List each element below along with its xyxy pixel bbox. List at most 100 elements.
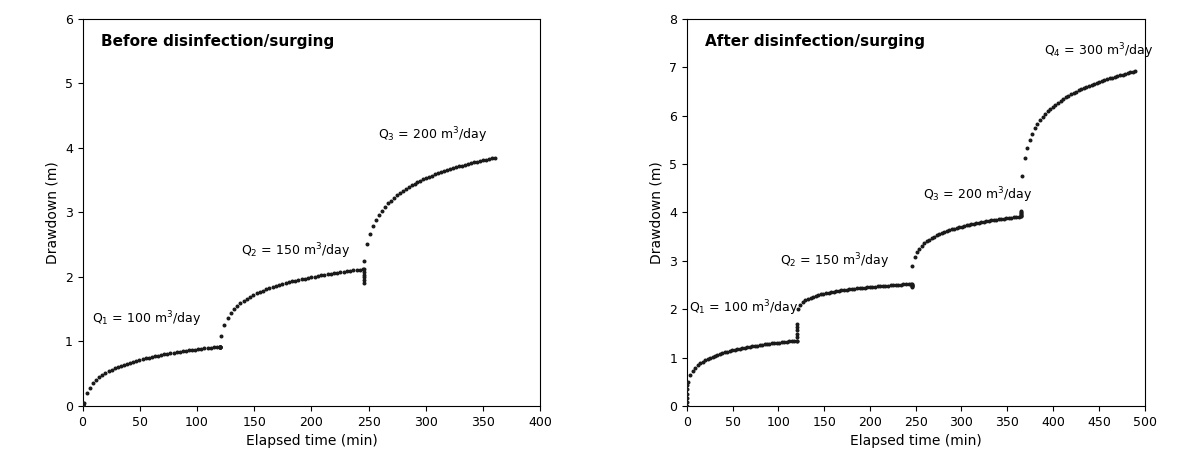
Point — [477, 156, 496, 163]
Point — [241, 293, 260, 300]
Point — [955, 222, 974, 230]
Point — [195, 345, 214, 352]
Point — [945, 225, 964, 233]
Point — [452, 162, 471, 169]
Point — [753, 341, 772, 349]
Point — [1093, 77, 1112, 84]
Point — [925, 233, 944, 240]
Point — [96, 369, 114, 377]
Point — [434, 168, 453, 175]
Point — [1113, 71, 1132, 78]
Point — [1012, 211, 1031, 219]
Text: Q$_3$ = 200 m$^3$/day: Q$_3$ = 200 m$^3$/day — [923, 185, 1032, 205]
Point — [396, 185, 415, 193]
Point — [164, 349, 183, 357]
Point — [446, 164, 465, 171]
Point — [103, 366, 122, 373]
Point — [347, 266, 366, 274]
Point — [312, 272, 330, 279]
Point — [769, 339, 788, 346]
Point — [1021, 136, 1040, 143]
Point — [943, 226, 962, 233]
Point — [995, 215, 1014, 222]
Point — [254, 287, 273, 294]
Point — [387, 192, 406, 199]
Point — [405, 180, 424, 188]
Point — [183, 346, 202, 354]
Point — [177, 347, 196, 354]
Point — [723, 346, 742, 354]
Point — [420, 173, 439, 181]
Point — [155, 351, 173, 358]
Text: Q$_1$ = 100 m$^3$/day: Q$_1$ = 100 m$^3$/day — [92, 309, 201, 329]
Point — [903, 282, 922, 289]
Point — [319, 270, 337, 278]
Point — [706, 352, 725, 359]
Point — [979, 217, 998, 225]
Point — [778, 338, 796, 346]
Y-axis label: Drawdown (m): Drawdown (m) — [649, 161, 663, 264]
Point — [982, 217, 1001, 224]
Point — [143, 353, 162, 361]
Point — [343, 267, 362, 274]
Point — [801, 294, 820, 302]
Point — [1038, 108, 1057, 115]
Point — [1015, 155, 1034, 162]
Point — [899, 280, 918, 288]
Point — [1103, 74, 1122, 81]
Point — [858, 284, 877, 291]
Point — [337, 268, 356, 275]
Point — [843, 285, 861, 293]
Point — [1115, 70, 1134, 77]
Point — [927, 232, 946, 239]
Point — [168, 348, 186, 356]
Point — [1058, 92, 1077, 100]
X-axis label: Elapsed time (min): Elapsed time (min) — [245, 434, 378, 448]
Point — [787, 337, 806, 345]
Point — [1025, 125, 1044, 132]
Point — [234, 297, 253, 304]
Point — [957, 222, 976, 229]
Point — [868, 283, 887, 290]
Point — [959, 221, 978, 228]
Point — [211, 332, 230, 340]
Point — [964, 220, 983, 228]
X-axis label: Elapsed time (min): Elapsed time (min) — [850, 434, 982, 448]
Point — [780, 337, 799, 345]
Point — [354, 265, 373, 273]
Text: Q$_4$ = 300 m$^3$/day: Q$_4$ = 300 m$^3$/day — [1044, 42, 1153, 61]
Point — [677, 386, 696, 393]
Point — [796, 297, 815, 304]
Point — [903, 262, 922, 270]
Point — [788, 320, 807, 328]
Point — [728, 346, 747, 353]
Point — [788, 333, 807, 341]
Point — [804, 293, 822, 301]
Point — [211, 343, 230, 350]
Point — [775, 338, 794, 346]
Point — [903, 282, 922, 290]
Point — [788, 323, 807, 331]
Point — [827, 287, 846, 295]
Point — [1054, 95, 1073, 103]
Point — [402, 182, 421, 189]
Point — [324, 270, 343, 277]
Point — [681, 371, 700, 379]
Point — [686, 364, 704, 371]
Point — [733, 345, 752, 352]
Point — [905, 254, 924, 261]
Point — [1051, 97, 1070, 104]
Text: Q$_2$ = 150 m$^3$/day: Q$_2$ = 150 m$^3$/day — [780, 252, 890, 271]
Point — [699, 355, 717, 362]
Point — [440, 166, 459, 173]
Point — [84, 379, 103, 387]
Point — [1030, 117, 1049, 124]
Point — [334, 268, 353, 276]
Point — [930, 230, 949, 238]
Point — [422, 172, 441, 179]
Point — [1097, 76, 1116, 83]
Point — [179, 347, 198, 354]
Point — [260, 284, 278, 292]
Point — [876, 282, 894, 289]
Point — [1062, 91, 1081, 98]
